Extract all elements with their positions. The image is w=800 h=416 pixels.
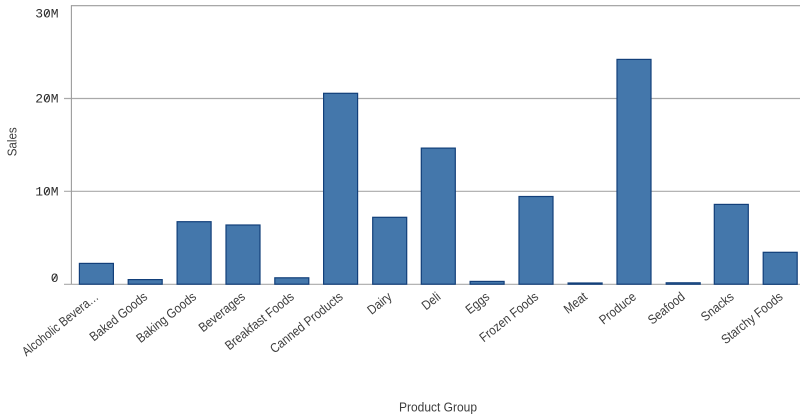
svg-text:Meat: Meat bbox=[561, 289, 591, 317]
svg-text:Alcoholic Bevera…: Alcoholic Bevera… bbox=[19, 289, 101, 359]
svg-text:Dairy: Dairy bbox=[364, 289, 395, 318]
svg-text:Produce: Produce bbox=[596, 289, 639, 327]
svg-text:Eggs: Eggs bbox=[462, 289, 492, 317]
svg-text:Deli: Deli bbox=[419, 289, 444, 313]
svg-text:Seafood: Seafood bbox=[645, 289, 688, 327]
svg-text:Product Group: Product Group bbox=[399, 400, 477, 415]
svg-text:Snacks: Snacks bbox=[698, 289, 737, 325]
svg-text:Sales: Sales bbox=[5, 127, 20, 156]
